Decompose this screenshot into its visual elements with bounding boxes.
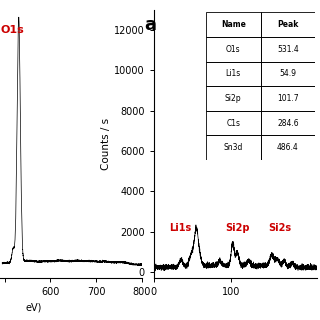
Text: Si2p: Si2p	[225, 223, 250, 233]
Text: Li1s: Li1s	[169, 223, 192, 233]
Y-axis label: Counts / s: Counts / s	[101, 118, 111, 170]
Text: Si2s: Si2s	[269, 223, 292, 233]
Text: O1s: O1s	[0, 25, 24, 35]
Text: eV): eV)	[26, 303, 42, 313]
Text: a: a	[144, 16, 156, 34]
